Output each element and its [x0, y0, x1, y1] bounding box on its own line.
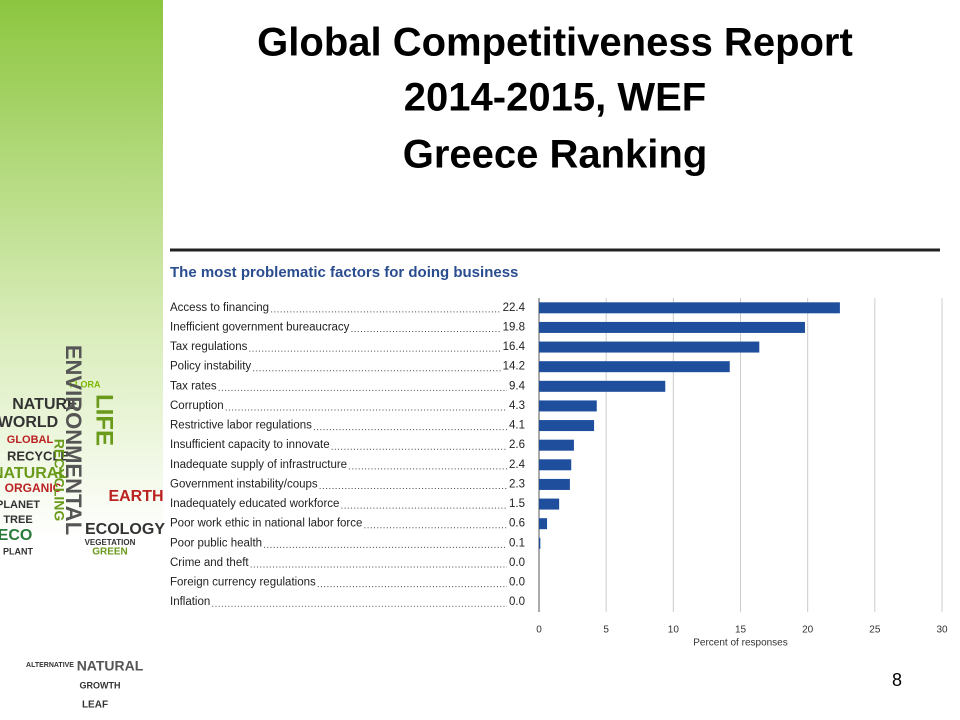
bar: [539, 518, 548, 530]
category-label: Policy instability: [170, 361, 251, 373]
chart: 0 5 10 15 20 25 30 Percent of responses Access t…: [170, 298, 948, 649]
x-axis-label: Percent of responses: [693, 638, 788, 649]
category-label: Poor work ethic in national labor force: [170, 518, 362, 530]
bar: [539, 420, 595, 432]
category-label: Poor public health: [170, 537, 262, 549]
decoration-word: LIFE: [91, 394, 118, 446]
decoration-word: PLANET: [0, 499, 40, 511]
bar: [539, 321, 805, 333]
category-label: Crime and theft: [170, 557, 249, 569]
x-tick-label: 10: [668, 625, 680, 636]
value-label: 0.1: [509, 537, 525, 549]
decoration-word: GLOBAL: [7, 434, 54, 446]
value-label: 16.4: [503, 341, 526, 353]
slide-title: Global Competitiveness Report: [257, 21, 853, 65]
x-tick-label: 5: [603, 625, 609, 636]
value-label: 9.4: [509, 380, 526, 392]
slide-number: 8: [892, 670, 902, 690]
decoration-word: ENVIRONMENTAL: [61, 345, 86, 535]
x-tick-label: 25: [869, 625, 881, 636]
decoration-word: FLORA: [70, 379, 101, 389]
category-label: Access to financing: [170, 302, 269, 314]
decoration-word: NATURAL: [0, 465, 68, 482]
decoration-word: ORGANIC: [5, 481, 62, 495]
value-label: 14.2: [503, 361, 525, 373]
category-label: Corruption: [170, 400, 224, 412]
decoration-word: NATURAL: [77, 658, 144, 674]
decoration-word: RECYCLING: [51, 439, 67, 522]
category-label: Tax regulations: [170, 341, 248, 353]
category-label: Inefficient government bureaucracy: [170, 321, 350, 333]
decoration-word: PLANT: [3, 546, 33, 556]
bar: [539, 302, 840, 314]
value-label: 2.6: [509, 439, 525, 451]
slide-title: Greece Ranking: [403, 133, 708, 177]
decoration-word: ECO: [0, 527, 32, 544]
decoration-word: GREEN: [92, 547, 128, 558]
value-label: 0.0: [509, 557, 525, 569]
value-label: 0.6: [509, 518, 525, 530]
bar: [539, 439, 574, 451]
category-label: Insufficient capacity to innovate: [170, 439, 330, 451]
bar: [539, 380, 666, 392]
bar: [539, 498, 560, 510]
bar: [539, 341, 760, 353]
value-label: 22.4: [503, 302, 526, 314]
chart-title: The most problematic factors for doing b…: [170, 264, 518, 281]
x-tick-label: 15: [735, 625, 747, 636]
x-tick-label: 30: [936, 625, 948, 636]
decoration-word: TREE: [3, 514, 32, 526]
category-label: Restrictive labor regulations: [170, 420, 312, 432]
decoration-word: ECOLOGY: [85, 521, 165, 538]
value-label: 0.0: [509, 596, 525, 608]
bar: [539, 459, 572, 471]
decoration-word: ALTERNATIVE: [26, 662, 74, 669]
category-label: Inadequate supply of infrastructure: [170, 459, 347, 471]
category-label: Tax rates: [170, 380, 217, 392]
bar: [539, 400, 597, 412]
side-band: [0, 0, 163, 720]
decoration-word: VEGETATION: [85, 538, 136, 547]
decoration-word: RECYCLE: [7, 448, 69, 463]
bar: [539, 537, 541, 549]
bar: [539, 478, 570, 490]
category-label: Inflation: [170, 596, 210, 608]
value-label: 19.8: [503, 321, 525, 333]
word-cloud: FLORANATUREWORLDGLOBALRECYCLENATURALORGA…: [0, 345, 165, 711]
value-label: 2.3: [509, 478, 525, 490]
decoration-word: NATURE: [12, 396, 78, 413]
x-tick-label: 0: [536, 625, 542, 636]
value-label: 2.4: [509, 459, 526, 471]
category-label: Inadequately educated workforce: [170, 498, 339, 510]
value-label: 4.1: [509, 420, 525, 432]
value-label: 0.0: [509, 577, 525, 589]
decoration-word: WORLD: [0, 414, 58, 431]
category-label: Government instability/coups: [170, 478, 318, 490]
decoration-word: EARTH: [108, 488, 163, 505]
slide-title: 2014-2015, WEF: [404, 76, 706, 120]
x-tick-label: 20: [802, 625, 814, 636]
decoration-word: LEAF: [82, 700, 108, 711]
bar: [539, 361, 730, 373]
value-label: 4.3: [509, 400, 525, 412]
category-label: Foreign currency regulations: [170, 577, 316, 589]
value-label: 1.5: [509, 498, 525, 510]
decoration-word: GROWTH: [80, 680, 121, 690]
